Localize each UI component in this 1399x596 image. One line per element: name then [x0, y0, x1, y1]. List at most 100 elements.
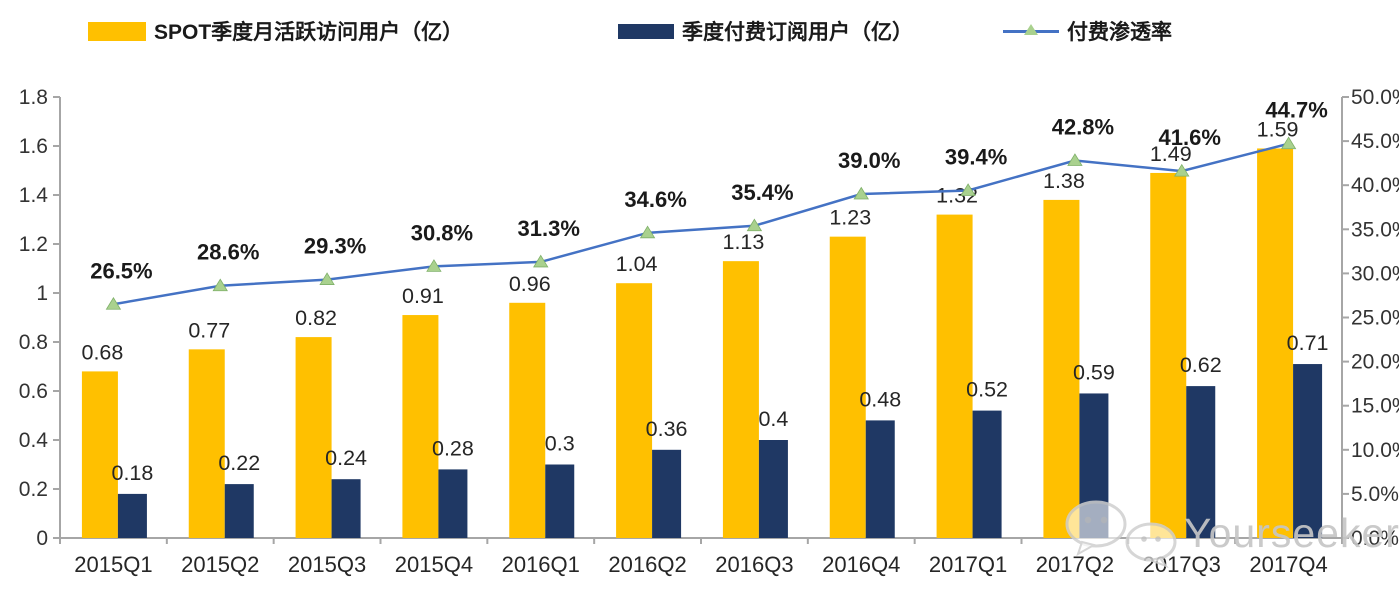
x-axis-category-label: 2016Q3 — [715, 552, 793, 577]
penetration-percent-label: 30.8% — [411, 220, 473, 245]
x-axis-category-label: 2017Q4 — [1249, 552, 1327, 577]
bar-subscribers-2017Q2 — [1079, 393, 1109, 538]
penetration-percent-label: 41.6% — [1159, 125, 1221, 150]
bar-subscribers-2016Q2 — [652, 449, 682, 538]
mau-value-label: 0.68 — [81, 340, 123, 364]
x-axis-category-label: 2016Q4 — [822, 552, 900, 577]
legend-label-penetration: 付费渗透率 — [1067, 21, 1172, 44]
triangle-marker-icon — [319, 272, 335, 285]
bar-subscribers-2016Q4 — [865, 420, 895, 538]
bar-mau-2016Q1 — [509, 302, 546, 538]
legend-label-mau: SPOT季度月活跃访问用户（亿） — [154, 21, 464, 44]
legend-item-penetration: 付费渗透率 — [1003, 14, 1172, 48]
subscribers-value-label: 0.3 — [545, 432, 575, 456]
left-axis-tick-label: 1 — [36, 282, 48, 305]
mau-value-label: 0.96 — [509, 272, 551, 296]
mau-value-label: 0.91 — [402, 284, 444, 308]
triangle-marker-icon — [426, 259, 442, 272]
bar-mau-2016Q3 — [722, 261, 759, 538]
penetration-percent-label: 42.8% — [1052, 115, 1114, 140]
bar-mau-2017Q1 — [936, 214, 973, 538]
mau-value-label: 1.59 — [1257, 117, 1299, 141]
x-axis-category-label: 2015Q2 — [181, 552, 259, 577]
right-axis-tick-label: 25.0% — [1351, 307, 1399, 330]
x-axis-category-label: 2017Q2 — [1036, 552, 1114, 577]
legend-item-subscribers: 季度付费订阅用户（亿） — [618, 14, 913, 48]
penetration-percent-label: 29.3% — [304, 234, 366, 259]
right-axis-tick-label: 30.0% — [1351, 262, 1399, 285]
triangle-marker-icon — [1067, 153, 1083, 166]
bar-mau-2016Q4 — [829, 236, 866, 538]
left-axis-tick-label: 0.4 — [19, 429, 49, 452]
penetration-percent-label: 39.0% — [838, 148, 900, 173]
penetration-percent-label: 26.5% — [90, 258, 152, 283]
x-axis-category-label: 2015Q1 — [74, 552, 152, 577]
bar-mau-2017Q3 — [1150, 172, 1187, 538]
subscribers-value-label: 0.4 — [758, 407, 788, 431]
mau-value-label: 1.38 — [1043, 169, 1085, 193]
right-axis-tick-label: 15.0% — [1351, 395, 1399, 418]
right-axis-tick-label: 50.0% — [1351, 86, 1399, 109]
triangle-marker-icon — [960, 183, 976, 196]
right-axis-tick-label: 20.0% — [1351, 351, 1399, 374]
triangle-marker-icon — [639, 225, 656, 239]
triangle-marker-icon — [212, 278, 228, 292]
left-axis-tick-label: 1.6 — [19, 135, 48, 158]
mau-value-label: 1.23 — [829, 206, 871, 230]
bar-mau-2015Q1 — [81, 371, 118, 538]
triangle-marker-icon — [853, 186, 869, 200]
left-axis-tick-label: 1.8 — [19, 86, 48, 109]
legend-swatch-mau — [88, 21, 146, 41]
right-axis-tick-label: 5.0% — [1351, 483, 1399, 506]
x-axis-category-label: 2016Q1 — [502, 552, 580, 577]
legend-swatch-subscribers — [618, 23, 674, 39]
penetration-percent-label: 34.6% — [624, 187, 686, 212]
penetration-percent-label: 35.4% — [731, 180, 793, 205]
bar-subscribers-2017Q3 — [1186, 386, 1216, 538]
right-axis-tick-label: 10.0% — [1351, 439, 1399, 462]
bar-mau-2015Q3 — [295, 337, 332, 538]
x-axis-category-label: 2016Q2 — [608, 552, 686, 577]
bar-mau-2015Q2 — [188, 349, 225, 538]
triangle-marker-icon — [533, 254, 549, 268]
right-axis-tick-label: 40.0% — [1351, 174, 1399, 197]
mau-value-label: 1.49 — [1150, 142, 1192, 166]
subscribers-value-label: 0.52 — [966, 378, 1008, 402]
right-axis-tick-label: 45.0% — [1351, 130, 1399, 153]
legend-label-subscribers: 季度付费订阅用户（亿） — [682, 21, 913, 44]
x-axis-category-label: 2015Q3 — [288, 552, 366, 577]
x-axis-category-label: 2015Q4 — [395, 552, 473, 577]
bar-mau-2016Q2 — [616, 283, 653, 538]
legend-swatch-penetration — [1003, 24, 1059, 38]
subscribers-value-label: 0.24 — [325, 446, 367, 470]
subscribers-value-label: 0.48 — [859, 387, 901, 411]
bar-mau-2017Q2 — [1043, 199, 1080, 538]
penetration-line — [113, 142, 1289, 306]
bar-subscribers-2015Q1 — [117, 493, 147, 538]
bar-subscribers-2015Q2 — [224, 484, 254, 538]
triangle-marker-icon — [1024, 24, 1038, 35]
left-axis-tick-label: 1.4 — [19, 184, 49, 207]
x-axis-category-label: 2017Q1 — [929, 552, 1007, 577]
triangle-marker-icon — [1174, 163, 1190, 177]
bar-mau-2015Q4 — [402, 315, 439, 538]
bar-subscribers-2016Q3 — [758, 440, 788, 538]
penetration-percent-label: 31.3% — [518, 216, 580, 241]
subscribers-value-label: 0.28 — [432, 436, 474, 460]
mau-value-label: 0.77 — [188, 318, 230, 342]
bar-subscribers-2017Q4 — [1293, 364, 1323, 538]
penetration-percent-label: 44.7% — [1265, 98, 1327, 123]
mau-value-label: 1.04 — [616, 252, 658, 276]
triangle-marker-icon — [1280, 136, 1297, 150]
right-axis-tick-label: 0.0% — [1351, 527, 1399, 550]
subscribers-value-label: 0.36 — [646, 417, 688, 441]
left-axis-tick-label: 0.2 — [19, 478, 48, 501]
left-axis-tick-label: 1.2 — [19, 233, 48, 256]
bar-subscribers-2016Q1 — [545, 464, 575, 538]
bar-subscribers-2015Q3 — [331, 479, 361, 538]
subscribers-value-label: 0.18 — [111, 461, 153, 485]
bar-subscribers-2017Q1 — [972, 410, 1002, 538]
bar-mau-2017Q4 — [1257, 148, 1294, 538]
left-axis-tick-label: 0.8 — [19, 331, 48, 354]
